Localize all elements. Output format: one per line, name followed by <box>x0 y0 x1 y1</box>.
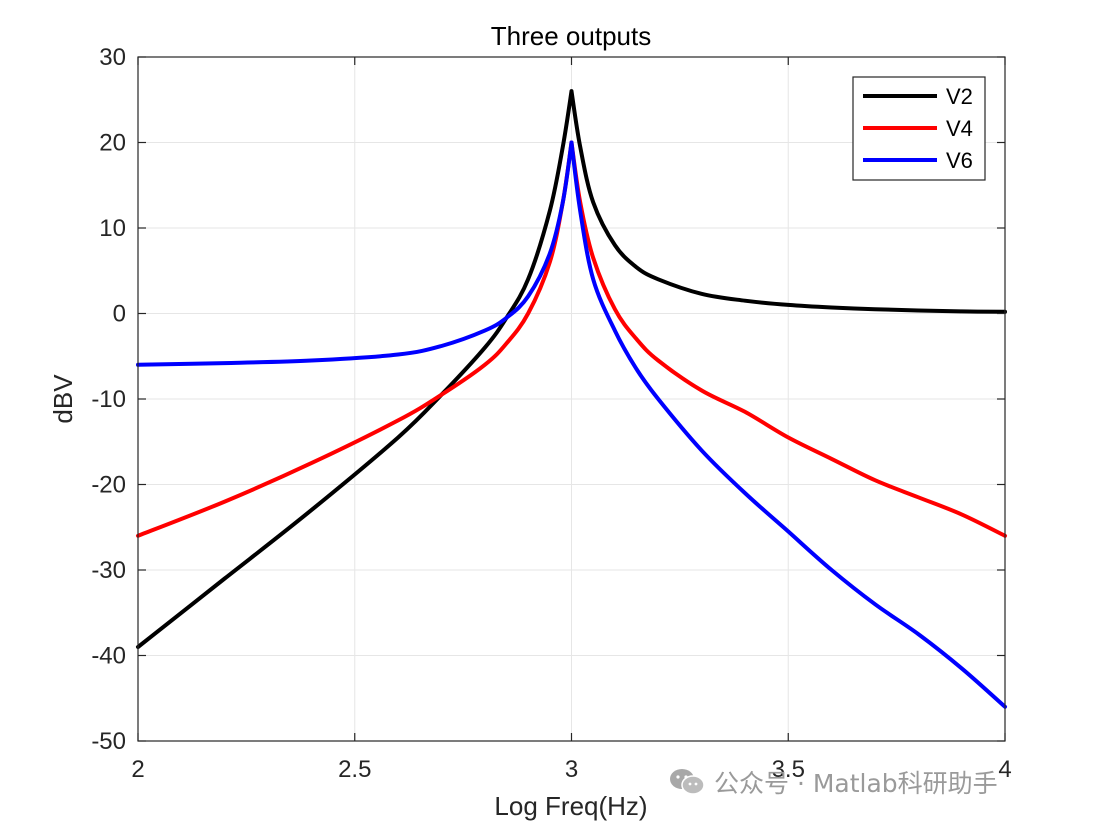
y-tick-label: -40 <box>91 643 126 670</box>
x-tick-label: 4 <box>998 756 1011 783</box>
y-axis-label: dBV <box>48 374 78 424</box>
y-tick-label: 10 <box>99 215 126 242</box>
y-tick-label: 0 <box>113 301 126 328</box>
y-tick-label: -10 <box>91 386 126 413</box>
series-layer <box>136 89 1007 709</box>
series-line-v4 <box>136 140 1007 538</box>
y-tick-label: -50 <box>91 728 126 755</box>
x-axis-label: Log Freq(Hz) <box>494 791 647 821</box>
chart-title: Three outputs <box>491 21 651 51</box>
series-line-v6 <box>136 140 1007 709</box>
y-tick-label: -30 <box>91 557 126 584</box>
series-line-v2 <box>136 89 1007 649</box>
watermark: 公众号 · Matlab科研助手 <box>668 764 998 800</box>
legend-label-v2: V2 <box>946 84 973 109</box>
y-tick-label: -20 <box>91 472 126 499</box>
y-tick-label: 20 <box>99 130 126 157</box>
axis-ticks: 2 2.5 3 3.5 4 -50 -40 -30 -20 -10 0 10 20 30 <box>91 44 1011 783</box>
y-tick-label: 30 <box>99 44 126 71</box>
legend-label-v4: V4 <box>946 116 973 141</box>
wechat-icon <box>670 769 705 795</box>
x-tick-label: 2 <box>131 756 144 783</box>
legend-label-v6: V6 <box>946 148 973 173</box>
x-tick-label: 2.5 <box>338 756 371 783</box>
chart-legend: V2 V4 V6 <box>852 76 986 181</box>
x-tick-label: 3.5 <box>772 756 805 783</box>
watermark-text: 公众号 · Matlab科研助手 <box>714 769 998 798</box>
x-tick-label: 3 <box>565 756 578 783</box>
